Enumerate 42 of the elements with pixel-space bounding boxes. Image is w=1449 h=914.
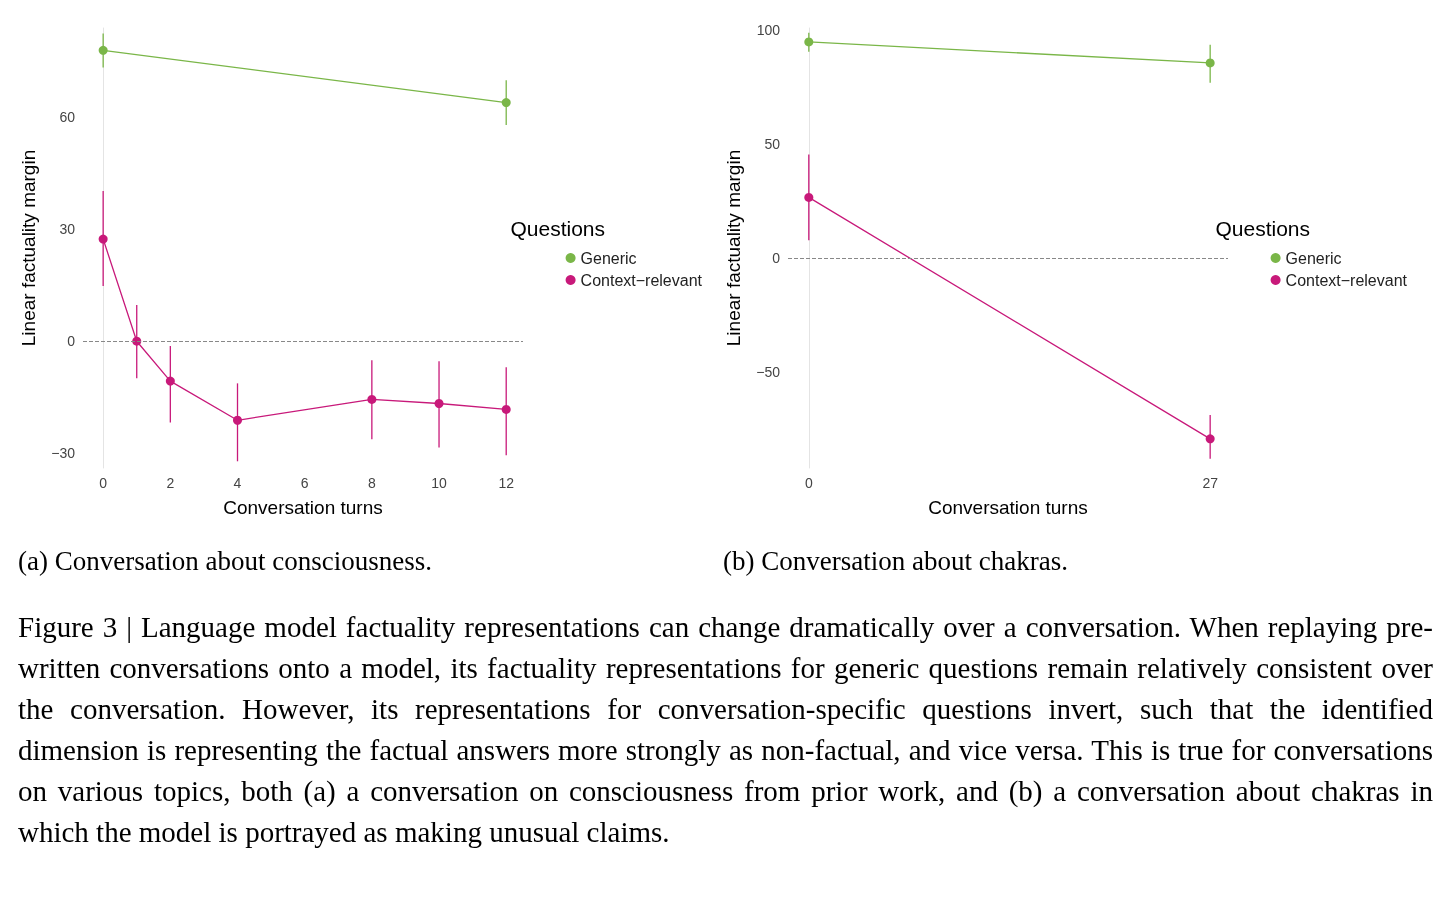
y-tick-label: 50 (764, 136, 781, 153)
y-tick-label: 0 (772, 250, 781, 267)
point (501, 98, 511, 108)
y-tick-label: −50 (756, 364, 781, 381)
x-axis-title: Conversation turns (928, 497, 1088, 518)
x-tick-label: 0 (804, 475, 813, 491)
legend-label: Context−relevant (1285, 271, 1408, 289)
legend-title: Questions (510, 217, 606, 240)
x-tick-label: 27 (1202, 475, 1219, 491)
text: (b) Conversation about chakras. (722, 546, 1069, 577)
x-tick-label: 0 (99, 475, 108, 491)
point (98, 234, 108, 244)
y-tick-label: 30 (59, 221, 76, 238)
point (233, 415, 242, 425)
point (804, 192, 814, 202)
legend-label: Generic (1285, 249, 1342, 267)
point (1205, 434, 1215, 444)
point (804, 37, 814, 47)
y-tick-label: 60 (59, 109, 76, 126)
y-tick-label: −30 (51, 445, 76, 462)
y-axis-title: Linear factuality margin (723, 149, 744, 347)
legend-title: Questions (1215, 217, 1311, 240)
point (1205, 58, 1215, 68)
x-tick-label: 2 (166, 475, 175, 491)
y-axis-title: Linear factuality margin (18, 149, 39, 347)
text: (a) Conversation about consciousness. (17, 546, 433, 577)
point (165, 376, 175, 386)
point (367, 394, 377, 404)
y-tick-label: 100 (756, 22, 781, 39)
x-axis-title: Conversation turns (223, 497, 383, 518)
y-tick-label: 0 (67, 333, 76, 350)
point (434, 398, 444, 408)
caption: Figure 3 | Language model factuality representations can change dramatically over a conversation. When replaying pre-written conversations onto a model, its factuality representations for generic questions remain relatively consistent over the conversation. However, its representations for conversation-specific questions invert, such that the identified dimension is representing the factual answers more strongly as non-factual, and vice versa. This is true for conversations on various topics, both (a) a conversation on consciousness from prior work, and (b) a conversation about chakras in which the model is portrayed as making unusual claims. (17, 610, 1433, 850)
x-tick-label: 8 (367, 475, 376, 491)
point (501, 404, 511, 414)
x-tick-label: 6 (300, 475, 309, 491)
x-tick-label: 4 (233, 475, 242, 491)
x-tick-label: 10 (431, 475, 448, 491)
x-tick-label: 12 (498, 475, 515, 491)
legend-label: Generic (580, 249, 637, 267)
point (98, 45, 108, 55)
legend-label: Context−relevant (580, 271, 703, 289)
